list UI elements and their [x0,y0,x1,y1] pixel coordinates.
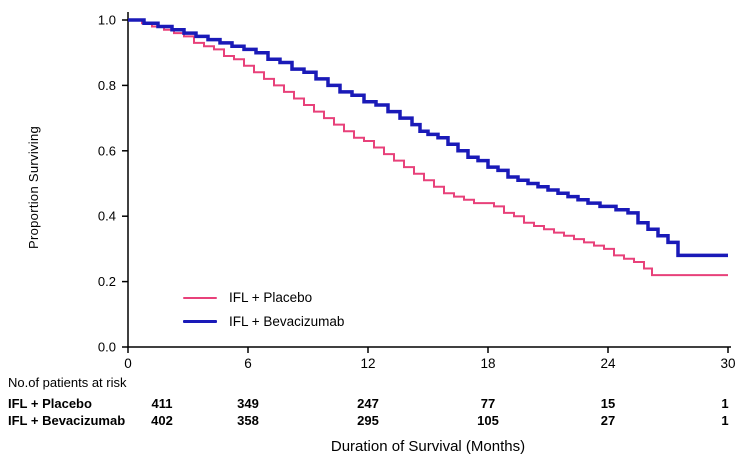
legend-label-bevacizumab: IFL + Bevacizumab [229,314,345,329]
at-risk-value: 1 [721,396,729,411]
at-risk-value: 349 [237,396,259,411]
y-tick-label: 0.8 [98,78,116,93]
at-risk-title: No.of patients at risk [8,375,127,390]
y-tick-label: 0.4 [98,209,116,224]
at-risk-value: 295 [357,413,379,428]
x-axis-title: Duration of Survival (Months) [330,438,526,455]
at-risk-value: 27 [600,413,616,428]
legend-label-placebo: IFL + Placebo [229,290,313,305]
y-axis-title: Proportion Surviving [26,125,41,250]
y-tick-label: 1.0 [98,13,116,28]
y-tick-label: 0.2 [98,274,116,289]
bevacizumab-line-swatch [183,319,217,324]
legend-item-placebo: IFL + Placebo [183,290,344,305]
ifl-bevacizumab-curve [128,18,728,258]
x-tick-label: 30 [720,356,735,371]
at-risk-value: 77 [480,396,496,411]
at-risk-value: 247 [357,396,379,411]
ifl-placebo-curve [128,19,728,277]
at-risk-label-placebo: IFL + Placebo [8,396,92,411]
y-tick-label: 0.6 [98,143,116,158]
at-risk-value: 105 [477,413,499,428]
at-risk-value: 1 [721,413,729,428]
at-risk-label-bevacizumab: IFL + Bevacizumab [8,413,126,428]
legend: IFL + Placebo IFL + Bevacizumab [183,290,344,329]
y-tick-label: 0.0 [98,340,116,355]
x-tick-label: 24 [600,356,616,371]
at-risk-value: 411 [151,396,173,411]
x-tick-label: 12 [360,356,375,371]
at-risk-value: 402 [151,413,173,428]
at-risk-row-placebo: IFL + Placebo 411 349 247 77 15 1 [0,396,753,413]
placebo-line-swatch [183,296,217,299]
at-risk-value: 358 [237,413,259,428]
at-risk-value: 15 [600,396,616,411]
x-tick-label: 18 [480,356,495,371]
x-tick-label: 0 [124,356,132,371]
x-tick-label: 6 [244,356,252,371]
legend-item-bevacizumab: IFL + Bevacizumab [183,314,344,329]
at-risk-row-bevacizumab: IFL + Bevacizumab 402 358 295 105 27 1 [0,413,753,430]
